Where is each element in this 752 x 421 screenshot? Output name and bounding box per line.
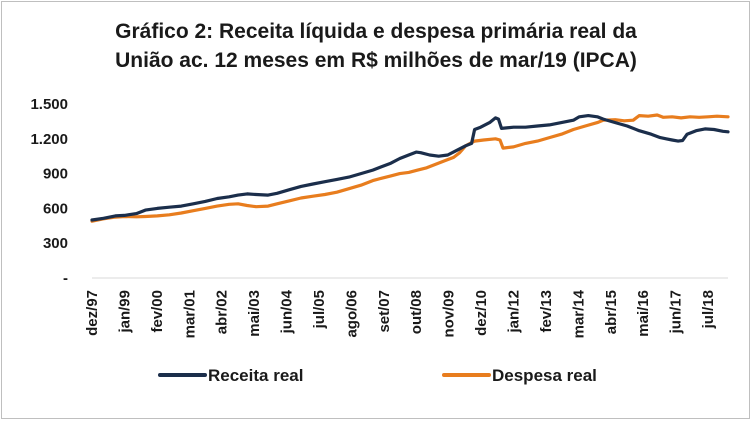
series-lines: [90, 113, 730, 223]
y-axis: - 300 600 900 1.200 1.500: [30, 96, 68, 287]
legend-label-despesa: Despesa real: [492, 366, 597, 385]
y-tick-label: 900: [43, 166, 68, 183]
y-tick-label: 1.200: [30, 131, 68, 148]
x-tick-label: jul/18: [700, 290, 717, 329]
chart-title-line-2: União ac. 12 meses em R$ milhões de mar/…: [115, 49, 637, 72]
x-tick-label: mai/03: [246, 290, 263, 337]
x-axis: dez/97 jan/99 fev/00 mar/01 abr/02 mai/03 jun/…: [84, 277, 728, 338]
y-tick-label: 600: [43, 200, 68, 217]
x-tick-label: mar/01: [181, 290, 198, 338]
x-tick-label: abr/02: [214, 290, 231, 334]
y-tick-label: 300: [43, 235, 68, 252]
x-tick-label: set/07: [376, 290, 393, 333]
series-line-despesa: [90, 113, 730, 223]
x-tick-label: ago/06: [343, 290, 360, 338]
legend-label-receita: Receita real: [208, 366, 303, 385]
x-tick-label: dez/97: [84, 290, 101, 336]
x-tick-label: jul/05: [311, 290, 328, 329]
x-tick-label: jun/17: [668, 290, 685, 334]
x-tick-label: out/08: [408, 290, 425, 334]
x-tick-label: fev/13: [538, 290, 555, 333]
x-tick-label: nov/09: [441, 290, 458, 338]
x-tick-label: jun/04: [279, 289, 296, 334]
x-tick-label: dez/10: [473, 290, 490, 336]
chart-title-line-1: Gráfico 2: Receita líquida e despesa pri…: [115, 20, 637, 43]
x-tick-label: fev/00: [149, 290, 166, 333]
x-tick-label: abr/15: [603, 290, 620, 334]
x-tick-label: jan/12: [505, 290, 522, 334]
x-tick-label: mai/16: [635, 290, 652, 337]
series-line-receita: [90, 114, 730, 222]
x-tick-label: jan/99: [116, 290, 133, 334]
legend: Receita real Despesa real: [158, 366, 597, 385]
x-tick-label: mar/14: [570, 289, 587, 338]
y-tick-label: -: [63, 270, 68, 287]
y-tick-label: 1.500: [30, 96, 68, 113]
